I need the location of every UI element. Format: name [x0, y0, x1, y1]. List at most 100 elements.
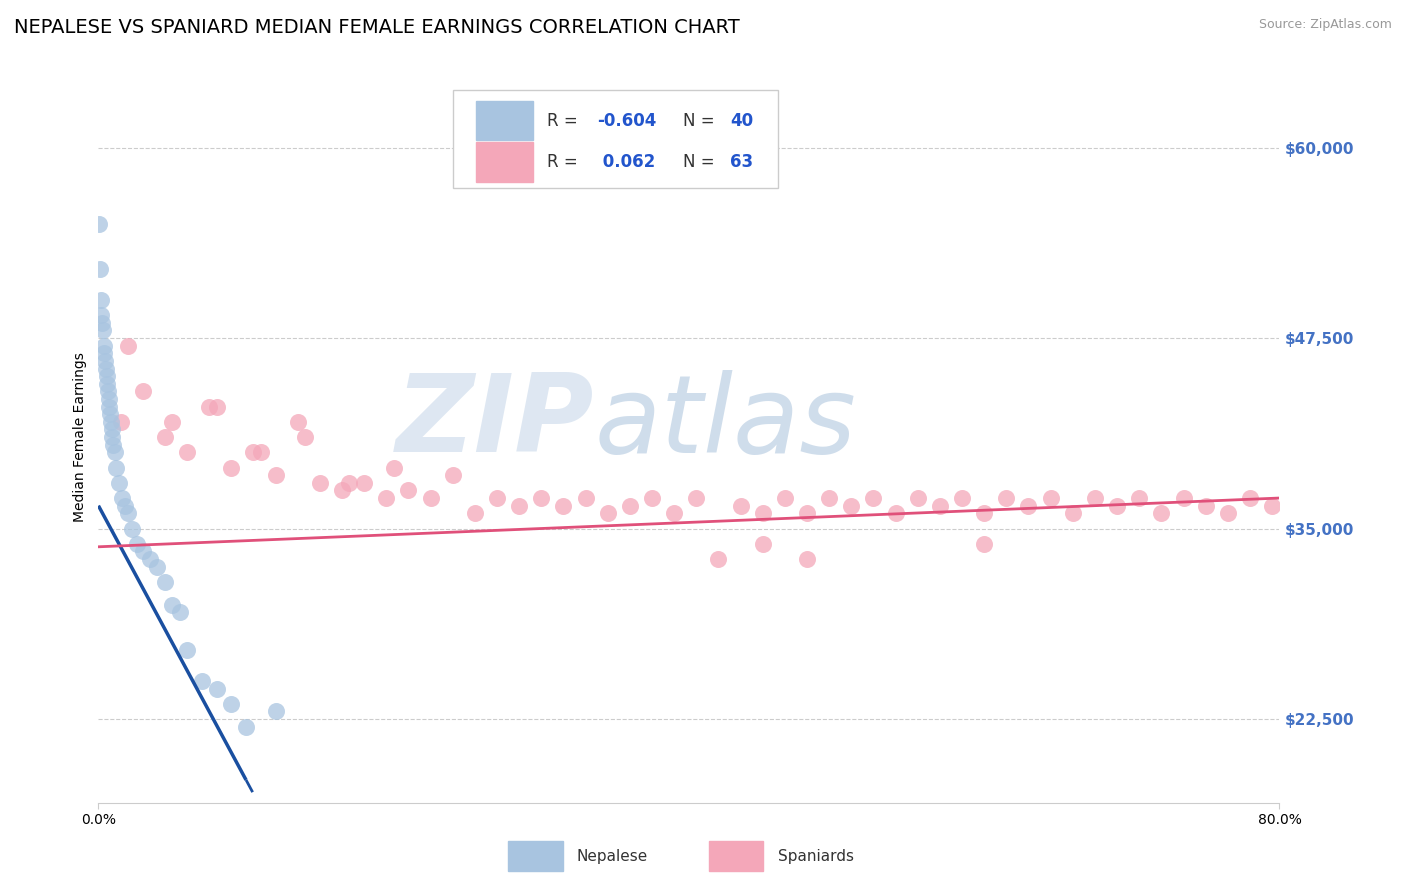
- Point: [93, 338, 115, 352]
- Point: [250, 445, 273, 459]
- FancyBboxPatch shape: [453, 90, 778, 188]
- Point: [1195, 499, 1218, 513]
- Point: [486, 491, 509, 505]
- Point: [176, 643, 198, 657]
- Point: [221, 460, 243, 475]
- Point: [205, 681, 228, 696]
- Point: [309, 475, 332, 490]
- Point: [339, 475, 361, 490]
- Point: [96, 369, 118, 384]
- Point: [575, 491, 598, 505]
- Point: [176, 445, 198, 459]
- FancyBboxPatch shape: [709, 841, 763, 871]
- Text: Source: ZipAtlas.com: Source: ZipAtlas.com: [1258, 18, 1392, 31]
- Point: [685, 491, 707, 505]
- Point: [162, 598, 183, 612]
- Point: [973, 537, 995, 551]
- Point: [98, 407, 121, 421]
- Point: [294, 430, 316, 444]
- Point: [1107, 499, 1129, 513]
- Point: [1039, 491, 1062, 505]
- Point: [264, 705, 287, 719]
- Point: [796, 506, 818, 520]
- FancyBboxPatch shape: [477, 142, 533, 182]
- Point: [707, 552, 730, 566]
- Point: [111, 491, 134, 505]
- Text: ZIP: ZIP: [396, 369, 595, 475]
- FancyBboxPatch shape: [508, 841, 562, 871]
- Text: Nepalese: Nepalese: [576, 848, 648, 863]
- Point: [441, 468, 464, 483]
- Point: [398, 483, 420, 498]
- Point: [287, 415, 309, 429]
- Point: [382, 460, 405, 475]
- Point: [995, 491, 1018, 505]
- Point: [508, 499, 530, 513]
- Y-axis label: Median Female Earnings: Median Female Earnings: [73, 352, 87, 522]
- Text: N =: N =: [683, 153, 720, 171]
- Point: [114, 499, 136, 513]
- Point: [1216, 506, 1239, 520]
- Point: [94, 361, 117, 376]
- Point: [375, 491, 398, 505]
- Point: [139, 552, 162, 566]
- Point: [162, 415, 183, 429]
- Point: [169, 605, 191, 619]
- Point: [104, 445, 127, 459]
- Point: [884, 506, 907, 520]
- FancyBboxPatch shape: [477, 101, 533, 140]
- Point: [103, 438, 125, 452]
- Text: Spaniards: Spaniards: [778, 848, 853, 863]
- Text: -0.604: -0.604: [596, 112, 657, 129]
- Point: [818, 491, 841, 505]
- Point: [105, 460, 128, 475]
- Point: [1018, 499, 1040, 513]
- Point: [100, 415, 122, 429]
- Point: [132, 544, 155, 558]
- Point: [841, 499, 863, 513]
- Point: [907, 491, 929, 505]
- Point: [596, 506, 619, 520]
- Point: [264, 468, 287, 483]
- Text: N =: N =: [683, 112, 720, 129]
- Point: [464, 506, 486, 520]
- Point: [132, 384, 155, 399]
- Point: [146, 559, 169, 574]
- Point: [90, 293, 112, 307]
- Point: [93, 346, 115, 360]
- Point: [619, 499, 641, 513]
- Point: [553, 499, 575, 513]
- Point: [929, 499, 952, 513]
- Point: [242, 445, 264, 459]
- Point: [1128, 491, 1150, 505]
- Point: [110, 415, 132, 429]
- Point: [973, 506, 995, 520]
- Point: [89, 262, 111, 277]
- Point: [1062, 506, 1084, 520]
- Point: [98, 400, 121, 414]
- Point: [235, 720, 257, 734]
- Point: [862, 491, 884, 505]
- Point: [97, 392, 120, 406]
- Point: [664, 506, 686, 520]
- Point: [153, 574, 176, 589]
- Point: [1239, 491, 1261, 505]
- Point: [101, 430, 124, 444]
- Point: [121, 521, 143, 535]
- Point: [91, 323, 114, 337]
- Point: [1261, 499, 1284, 513]
- Text: atlas: atlas: [595, 370, 856, 475]
- Text: NEPALESE VS SPANIARD MEDIAN FEMALE EARNINGS CORRELATION CHART: NEPALESE VS SPANIARD MEDIAN FEMALE EARNI…: [14, 18, 740, 37]
- Point: [117, 506, 139, 520]
- Point: [1150, 506, 1173, 520]
- Point: [89, 217, 111, 231]
- Point: [950, 491, 973, 505]
- Point: [419, 491, 441, 505]
- Point: [100, 422, 122, 436]
- Point: [191, 673, 214, 688]
- Point: [330, 483, 353, 498]
- Point: [773, 491, 796, 505]
- Point: [94, 354, 117, 368]
- Text: 40: 40: [730, 112, 754, 129]
- Text: R =: R =: [547, 153, 583, 171]
